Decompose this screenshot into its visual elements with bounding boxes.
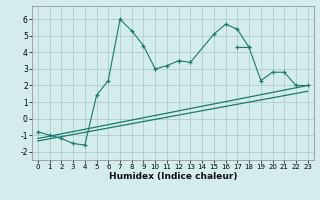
X-axis label: Humidex (Indice chaleur): Humidex (Indice chaleur)	[108, 172, 237, 181]
